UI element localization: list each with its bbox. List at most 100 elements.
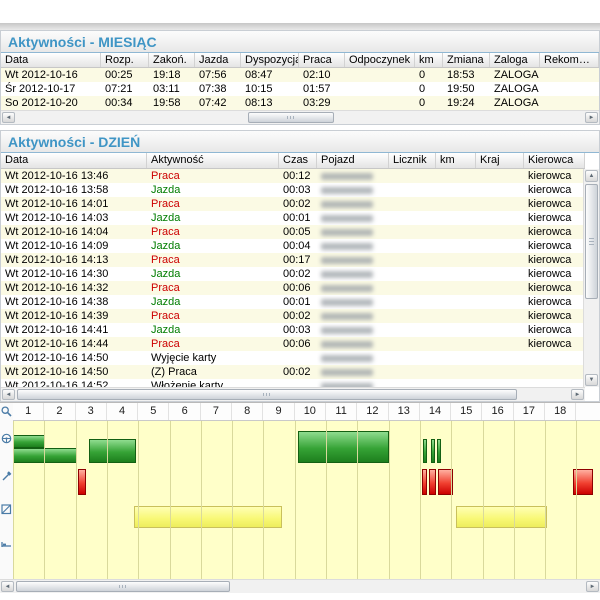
- cell: [436, 337, 476, 351]
- cell: [317, 211, 389, 225]
- day-table-row[interactable]: Wt 2012-10-16 13:58 Jazda 00:03 kierowca: [1, 183, 585, 197]
- day-table-row[interactable]: Wt 2012-10-16 14:44 Praca 00:06 kierowca: [1, 337, 585, 351]
- window-chrome-strip: [0, 23, 600, 31]
- column-header[interactable]: Jazda: [195, 53, 241, 67]
- activity-bar-jazda[interactable]: [437, 439, 442, 463]
- timeline-body[interactable]: [13, 421, 600, 579]
- column-header[interactable]: Dyspozycja: [241, 53, 299, 67]
- magnifier-icon[interactable]: [1, 406, 12, 417]
- cell: kierowca: [528, 226, 572, 238]
- day-table-row[interactable]: Wt 2012-10-16 14:41 Jazda 00:03 kierowca: [1, 323, 585, 337]
- cell: [436, 183, 476, 197]
- hour-label: 13: [389, 403, 420, 420]
- day-table-row[interactable]: Wt 2012-10-16 14:38 Jazda 00:01 kierowca: [1, 295, 585, 309]
- cell: [317, 253, 389, 267]
- scroll-left-button[interactable]: ◄: [2, 112, 15, 123]
- day-table-row[interactable]: Wt 2012-10-16 14:03 Jazda 00:01 kierowca: [1, 211, 585, 225]
- column-header[interactable]: km: [415, 53, 443, 67]
- cell: Włożenie karty: [151, 380, 224, 387]
- vehicle-redacted: [321, 257, 373, 264]
- cell: ZALOGA: [494, 83, 539, 95]
- day-table-row[interactable]: Wt 2012-10-16 14:01 Praca 00:02 kierowca: [1, 197, 585, 211]
- hour-label: 3: [76, 403, 107, 420]
- activity-bar-jazda[interactable]: [88, 439, 136, 463]
- column-header[interactable]: Pojazd: [317, 153, 389, 168]
- cell: kierowca: [528, 212, 572, 224]
- day-table-row[interactable]: Wt 2012-10-16 14:50 (Z) Praca 00:02: [1, 365, 585, 379]
- column-header[interactable]: Zaloga: [490, 53, 540, 67]
- activity-bar-praca[interactable]: [429, 469, 436, 495]
- vehicle-redacted: [321, 243, 373, 250]
- month-table-row[interactable]: Śr 2012-10-17 07:21 03:11 07:38 10:15 01:57 0 1…: [1, 82, 599, 96]
- cell: [389, 323, 436, 337]
- cell: Wt 2012-10-16 14:50: [5, 366, 109, 378]
- day-hscrollbar[interactable]: ◄ ►: [1, 387, 585, 401]
- activity-bar-jazda[interactable]: [13, 435, 45, 448]
- column-header[interactable]: km: [436, 153, 476, 168]
- column-header[interactable]: Rozp.: [101, 53, 149, 67]
- day-table-row[interactable]: Wt 2012-10-16 14:39 Praca 00:02 kierowca: [1, 309, 585, 323]
- month-table-row[interactable]: So 2012-10-20 00:34 19:58 07:42 08:13 03:29 0 1…: [1, 96, 599, 110]
- day-table-row[interactable]: Wt 2012-10-16 14:32 Praca 00:06 kierowca: [1, 281, 585, 295]
- scroll-right-button[interactable]: ►: [586, 581, 599, 592]
- month-hscrollbar[interactable]: ◄ ►: [1, 110, 599, 124]
- scroll-left-button[interactable]: ◄: [1, 581, 14, 592]
- day-table-row[interactable]: Wt 2012-10-16 13:46 Praca 00:12 kierowca: [1, 169, 585, 183]
- cell: Wt 2012-10-16 14:41: [5, 324, 109, 336]
- column-header[interactable]: Licznik: [389, 153, 436, 168]
- activity-bar-praca[interactable]: [573, 469, 593, 495]
- activity-bar-dyspozycja[interactable]: [456, 506, 547, 528]
- scroll-right-button[interactable]: ►: [585, 112, 598, 123]
- hscrollbar-thumb[interactable]: [17, 389, 517, 400]
- activity-bar-praca[interactable]: [78, 469, 86, 495]
- vehicle-redacted: [321, 327, 373, 334]
- hour-label: 17: [514, 403, 546, 420]
- scroll-down-button[interactable]: ▼: [585, 374, 598, 386]
- cell: Praca: [151, 282, 180, 294]
- scroll-up-button[interactable]: ▲: [585, 170, 598, 182]
- day-vscrollbar[interactable]: ▲ ▼: [583, 169, 599, 387]
- month-table-row[interactable]: Wt 2012-10-16 00:25 19:18 07:56 08:47 02:10 0 1…: [1, 68, 599, 82]
- column-header[interactable]: Odpoczynek: [345, 53, 415, 67]
- vehicle-redacted: [321, 285, 373, 292]
- hour-gridline: [106, 421, 108, 579]
- cell: [540, 96, 599, 110]
- day-table-row[interactable]: Wt 2012-10-16 14:50 Wyjęcie karty: [1, 351, 585, 365]
- activity-bar-praca[interactable]: [438, 469, 454, 495]
- cell: [317, 197, 389, 211]
- activity-bar-dyspozycja[interactable]: [134, 506, 283, 528]
- column-header[interactable]: Aktywność: [147, 153, 279, 168]
- column-header[interactable]: Kierowca: [524, 153, 585, 168]
- day-panel-title: Aktywności - DZIEŃ: [1, 131, 599, 153]
- timeline-hscrollbar[interactable]: ◄ ►: [0, 579, 600, 593]
- scroll-right-button[interactable]: ►: [571, 389, 584, 400]
- column-header[interactable]: Data: [1, 153, 147, 168]
- column-header[interactable]: Data: [1, 53, 101, 67]
- cell: [436, 239, 476, 253]
- vscrollbar-thumb[interactable]: [585, 184, 598, 299]
- activity-bar-jazda[interactable]: [297, 431, 389, 463]
- scroll-left-button[interactable]: ◄: [2, 389, 15, 400]
- day-table-row[interactable]: Wt 2012-10-16 14:52 Włożenie karty: [1, 379, 585, 387]
- activity-bar-praca[interactable]: [421, 469, 427, 495]
- hour-label: 12: [357, 403, 389, 420]
- timeline-row-dyspozycja: [13, 506, 600, 530]
- hscrollbar-thumb[interactable]: [248, 112, 334, 123]
- hscrollbar-thumb[interactable]: [16, 581, 230, 592]
- day-table-row[interactable]: Wt 2012-10-16 14:13 Praca 00:17 kierowca: [1, 253, 585, 267]
- activity-bar-jazda[interactable]: [423, 439, 428, 463]
- cell: 00:06: [283, 282, 311, 294]
- day-table-row[interactable]: Wt 2012-10-16 14:30 Jazda 00:02 kierowca: [1, 267, 585, 281]
- column-header[interactable]: Czas: [279, 153, 317, 168]
- day-table-row[interactable]: Wt 2012-10-16 14:09 Jazda 00:04 kierowca: [1, 239, 585, 253]
- column-header[interactable]: Zmiana: [443, 53, 490, 67]
- column-header[interactable]: Zakoń.: [149, 53, 195, 67]
- column-header[interactable]: Praca: [299, 53, 345, 67]
- cell: 07:38: [199, 83, 227, 95]
- activity-bar-jazda[interactable]: [430, 439, 435, 463]
- cell: [279, 351, 317, 365]
- column-header[interactable]: Rekom…: [540, 53, 599, 67]
- column-header[interactable]: Kraj: [476, 153, 524, 168]
- day-table-row[interactable]: Wt 2012-10-16 14:04 Praca 00:05 kierowca: [1, 225, 585, 239]
- hour-gridline: [232, 421, 234, 579]
